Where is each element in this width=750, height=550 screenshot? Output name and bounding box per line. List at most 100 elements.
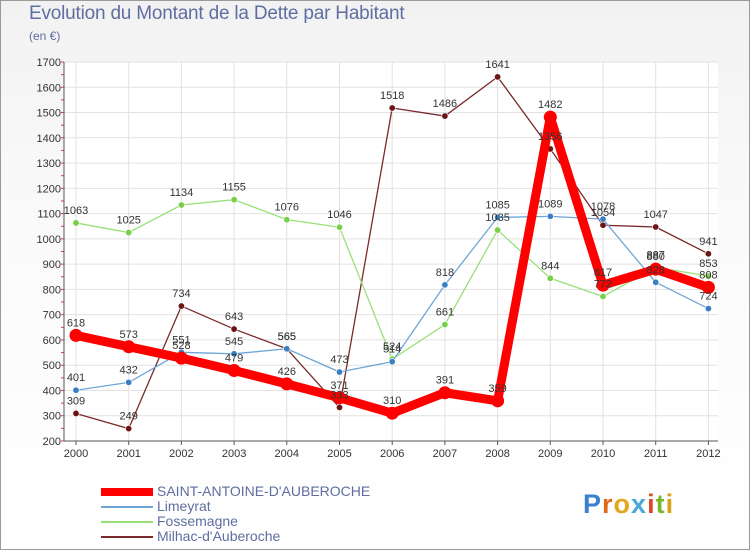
data-label: 432 bbox=[120, 364, 138, 376]
y-tick-label: 1200 bbox=[37, 183, 61, 195]
data-point bbox=[335, 403, 343, 411]
y-tick-label: 300 bbox=[43, 411, 61, 423]
data-point bbox=[543, 110, 557, 124]
data-label: 1155 bbox=[222, 182, 246, 194]
data-point bbox=[599, 292, 607, 300]
data-point bbox=[494, 73, 502, 81]
data-point bbox=[283, 216, 291, 224]
data-label: 565 bbox=[278, 331, 296, 343]
data-point bbox=[385, 406, 399, 420]
data-label: 1089 bbox=[538, 198, 562, 210]
data-point bbox=[388, 104, 396, 112]
data-point bbox=[333, 391, 346, 405]
data-label: 473 bbox=[330, 354, 348, 366]
plot-area bbox=[64, 62, 718, 441]
data-point bbox=[280, 377, 294, 391]
data-label: 565 bbox=[278, 331, 296, 343]
data-label: 426 bbox=[278, 366, 296, 378]
data-point bbox=[701, 280, 715, 294]
y-tick-label: 1000 bbox=[37, 234, 61, 246]
data-point bbox=[441, 281, 449, 289]
data-label: 1482 bbox=[538, 99, 562, 111]
data-label: 1054 bbox=[591, 207, 615, 219]
data-label: 880 bbox=[647, 251, 665, 263]
data-point bbox=[441, 112, 449, 120]
data-point bbox=[125, 229, 133, 237]
series bbox=[69, 73, 715, 433]
logo-letter: x bbox=[631, 489, 648, 519]
data-label: 1486 bbox=[433, 98, 457, 110]
data-label: 359 bbox=[488, 383, 506, 395]
data-label: 817 bbox=[594, 267, 612, 279]
legend-label: Fossemagne bbox=[157, 513, 238, 529]
data-label: 1063 bbox=[64, 205, 88, 217]
legend-swatch bbox=[101, 506, 153, 508]
legend-swatch bbox=[101, 521, 153, 523]
data-point bbox=[704, 272, 712, 280]
data-label: 573 bbox=[120, 329, 138, 341]
data-point bbox=[652, 278, 660, 286]
data-label: 1025 bbox=[116, 215, 140, 227]
grid bbox=[64, 61, 718, 442]
data-label: 1046 bbox=[327, 209, 351, 221]
data-point bbox=[72, 386, 80, 394]
data-label: 371 bbox=[330, 380, 348, 392]
data-label: 401 bbox=[67, 372, 85, 384]
chart-title: Evolution du Montant de la Dette par Hab… bbox=[29, 3, 405, 24]
data-point bbox=[177, 201, 185, 209]
data-label: 818 bbox=[436, 267, 454, 279]
x-tick-label: 2008 bbox=[485, 448, 509, 460]
data-label: 524 bbox=[383, 341, 401, 353]
data-label: 1076 bbox=[275, 202, 299, 214]
data-label: 1047 bbox=[643, 209, 667, 221]
logo-letter: t bbox=[655, 489, 666, 519]
data-label: 941 bbox=[699, 236, 717, 248]
data-point bbox=[388, 358, 396, 366]
x-tick-label: 2003 bbox=[222, 448, 246, 460]
data-point bbox=[230, 350, 238, 358]
logo-letter: r bbox=[602, 489, 614, 519]
x-tick-label: 2002 bbox=[169, 448, 193, 460]
data-label: 249 bbox=[120, 411, 138, 423]
data-label: 1134 bbox=[170, 187, 194, 199]
data-label: 545 bbox=[225, 336, 243, 348]
data-point bbox=[122, 340, 136, 354]
data-point bbox=[494, 213, 502, 221]
data-label: 514 bbox=[383, 344, 401, 356]
y-tick-label: 1400 bbox=[37, 133, 61, 145]
data-point bbox=[441, 321, 449, 329]
data-point bbox=[125, 378, 133, 386]
x-tick-label: 2004 bbox=[275, 448, 299, 460]
y-tick-label: 1600 bbox=[37, 82, 61, 94]
x-tick-label: 2011 bbox=[644, 448, 668, 460]
data-label: 391 bbox=[436, 375, 454, 387]
y-tick-label: 400 bbox=[43, 385, 61, 397]
data-point bbox=[438, 386, 452, 400]
data-point bbox=[649, 262, 663, 276]
legend-swatch bbox=[101, 536, 153, 538]
data-label: 618 bbox=[67, 317, 85, 329]
y-tick-label: 1700 bbox=[37, 57, 61, 69]
data-point bbox=[599, 221, 607, 229]
data-label: 333 bbox=[330, 389, 348, 401]
axes: 200 300 400 500 600 700 800 900 1000 1100 1200 1300… bbox=[37, 57, 721, 460]
x-tick-label: 2005 bbox=[327, 448, 351, 460]
data-point bbox=[546, 212, 554, 220]
logo-letter: i bbox=[647, 489, 656, 519]
data-label: 808 bbox=[699, 269, 717, 281]
data-label: 1035 bbox=[485, 212, 509, 224]
x-tick-label: 2006 bbox=[380, 448, 404, 460]
data-point bbox=[335, 368, 343, 376]
legend-swatch bbox=[101, 488, 153, 496]
logo-letter: o bbox=[613, 489, 632, 519]
data-point bbox=[283, 345, 291, 353]
x-tick-label: 2012 bbox=[696, 448, 720, 460]
data-point bbox=[704, 305, 712, 313]
line-chart: 200 300 400 500 600 700 800 900 1000 1100 1200 1300… bbox=[37, 57, 721, 460]
y-tick-label: 1300 bbox=[37, 158, 61, 170]
data-point bbox=[230, 196, 238, 204]
data-point bbox=[546, 274, 554, 282]
data-label: 724 bbox=[699, 291, 717, 303]
data-label: 772 bbox=[594, 278, 612, 290]
